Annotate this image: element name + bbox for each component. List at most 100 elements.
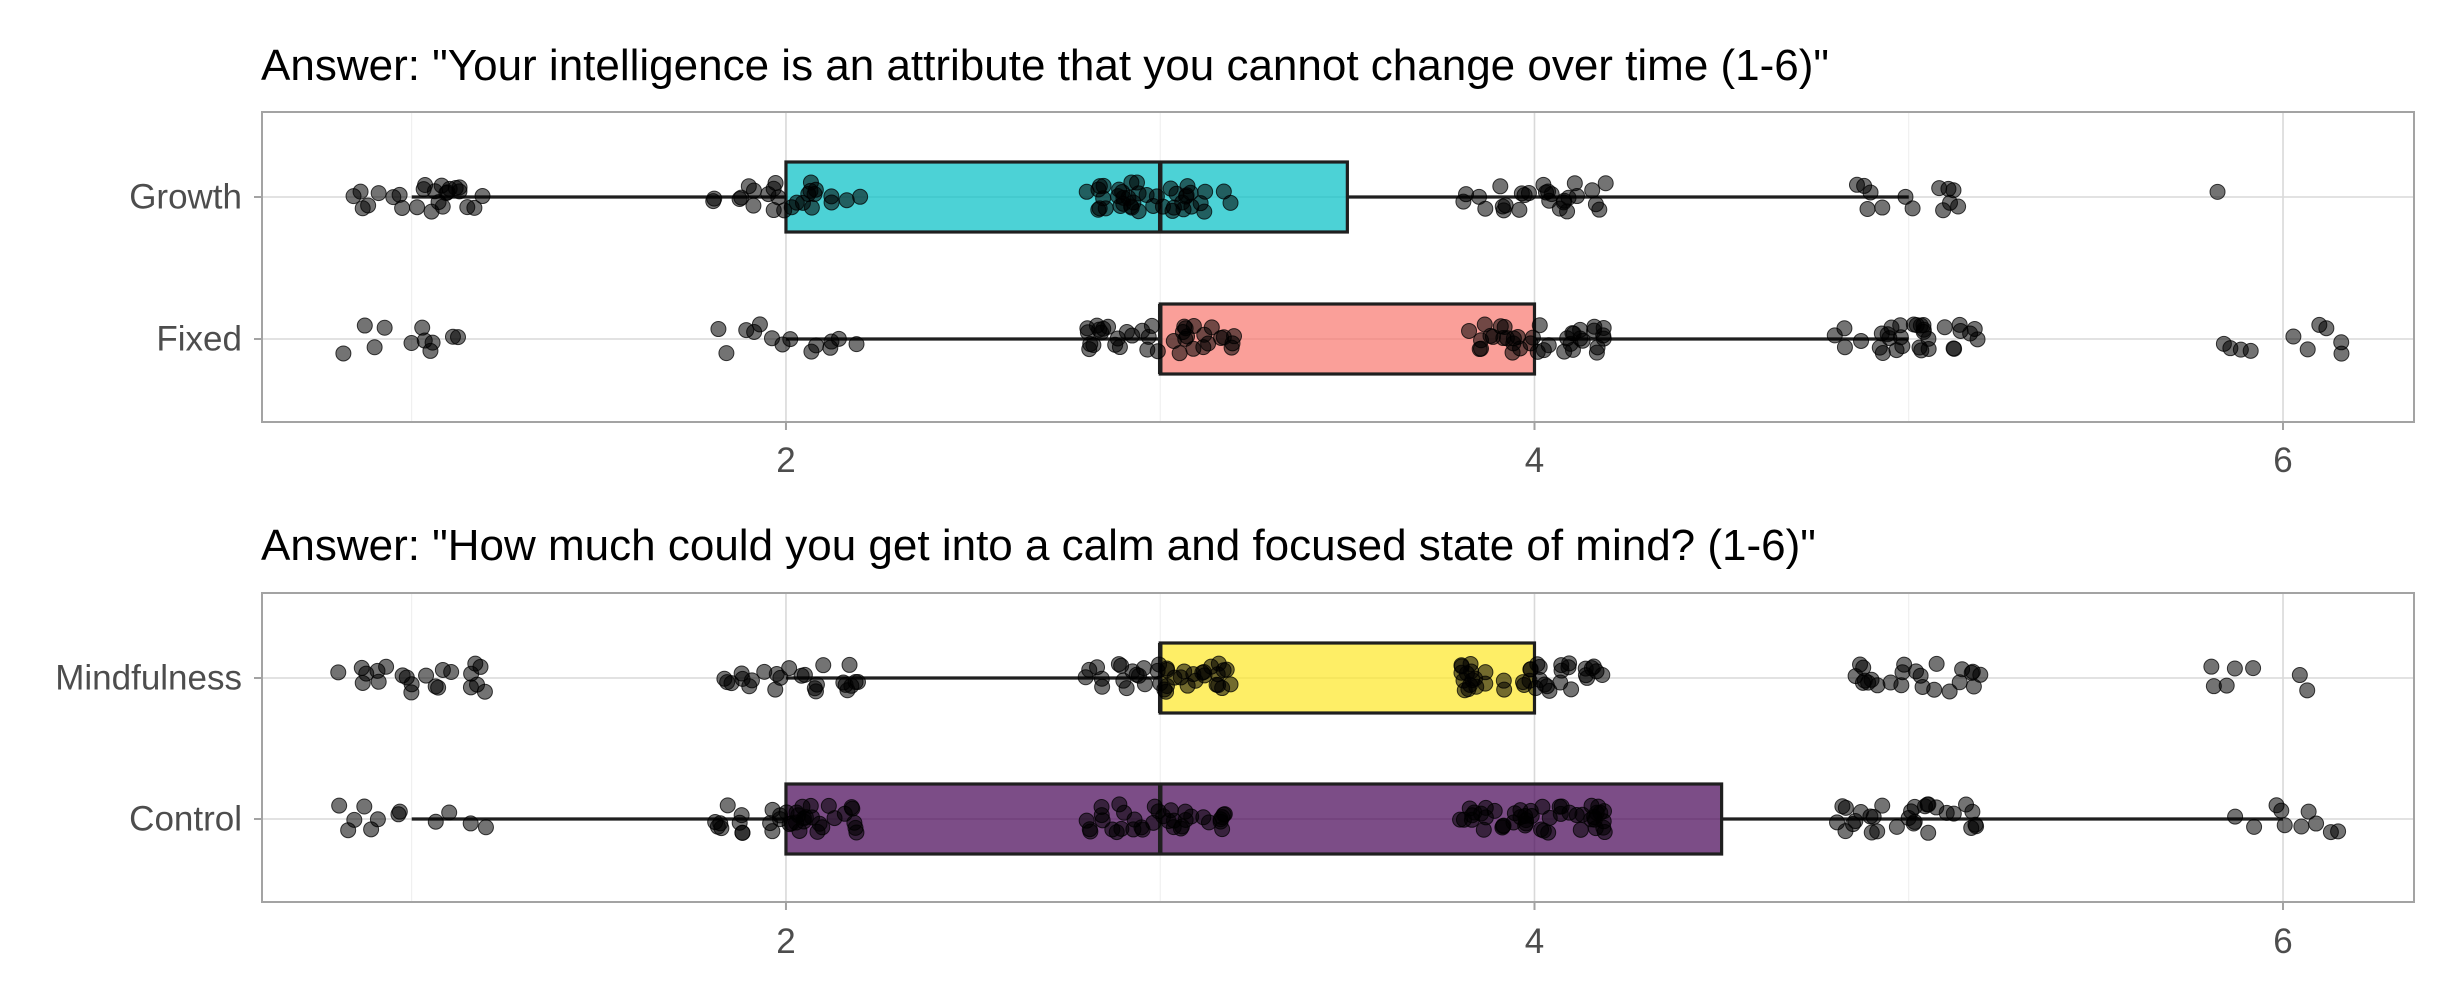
data-point bbox=[1164, 202, 1181, 219]
data-point bbox=[1847, 813, 1864, 830]
data-point bbox=[441, 804, 458, 821]
data-point bbox=[427, 813, 444, 830]
data-point bbox=[823, 333, 840, 350]
data-point bbox=[1941, 683, 1958, 700]
data-point bbox=[1136, 676, 1153, 693]
data-point bbox=[1862, 184, 1879, 201]
data-point bbox=[356, 317, 373, 334]
data-point bbox=[826, 810, 843, 827]
data-point bbox=[1511, 201, 1528, 218]
data-point bbox=[1574, 806, 1591, 823]
data-point bbox=[2246, 818, 2263, 835]
data-point bbox=[1168, 185, 1185, 202]
data-point bbox=[2209, 183, 2226, 200]
data-point bbox=[1455, 811, 1472, 828]
data-point bbox=[808, 337, 825, 354]
data-point bbox=[1945, 805, 1962, 822]
data-point bbox=[848, 336, 865, 353]
data-point bbox=[1179, 677, 1196, 694]
data-point bbox=[1536, 676, 1553, 693]
data-point bbox=[841, 656, 858, 673]
data-point bbox=[1473, 340, 1490, 357]
data-point bbox=[360, 197, 377, 214]
data-point bbox=[1215, 329, 1232, 346]
data-point bbox=[2291, 667, 2308, 684]
data-point bbox=[331, 797, 348, 814]
data-point bbox=[1179, 328, 1196, 345]
data-point bbox=[843, 677, 860, 694]
data-point bbox=[1836, 320, 1853, 337]
data-point bbox=[1093, 670, 1110, 687]
panel-intelligence: Answer: "Your intelligence is an attribu… bbox=[129, 41, 2415, 480]
data-point bbox=[1920, 824, 1937, 841]
data-point bbox=[466, 199, 483, 216]
data-point bbox=[416, 332, 433, 349]
data-point bbox=[376, 319, 393, 336]
panel-calm-focus: Answer: "How much could you get into a c… bbox=[55, 521, 2415, 961]
data-point bbox=[1552, 805, 1569, 822]
data-point bbox=[403, 335, 420, 352]
data-point bbox=[745, 197, 762, 214]
data-point bbox=[1148, 188, 1165, 205]
chart-title: Answer: "Your intelligence is an attribu… bbox=[261, 41, 1829, 90]
data-point bbox=[2227, 808, 2244, 825]
data-point bbox=[731, 191, 748, 208]
data-point bbox=[764, 823, 781, 840]
data-point bbox=[1166, 669, 1183, 686]
data-point bbox=[1110, 656, 1127, 673]
data-point bbox=[1208, 676, 1225, 693]
data-point bbox=[1871, 339, 1888, 356]
x-tick-label: 4 bbox=[1525, 922, 1544, 961]
data-point bbox=[1553, 662, 1570, 679]
data-point bbox=[1860, 674, 1877, 691]
data-point bbox=[843, 799, 860, 816]
data-point bbox=[1874, 797, 1891, 814]
data-point bbox=[1912, 667, 1929, 684]
data-point bbox=[1893, 677, 1910, 694]
data-point bbox=[1196, 667, 1213, 684]
data-point bbox=[477, 819, 494, 836]
data-point bbox=[1515, 674, 1532, 691]
data-point bbox=[1146, 798, 1163, 815]
data-point bbox=[1584, 182, 1601, 199]
y-tick-label: Growth bbox=[129, 178, 242, 217]
data-point bbox=[1535, 822, 1552, 839]
data-point bbox=[2311, 316, 2328, 333]
data-point bbox=[1541, 192, 1558, 209]
data-point bbox=[1869, 823, 1886, 840]
data-point bbox=[1495, 817, 1512, 834]
data-point bbox=[1477, 664, 1494, 681]
data-point bbox=[1215, 183, 1232, 200]
data-point bbox=[751, 316, 768, 333]
data-point bbox=[1082, 823, 1099, 840]
data-point bbox=[462, 815, 479, 832]
data-point bbox=[1475, 821, 1492, 838]
y-tick-label: Fixed bbox=[156, 320, 242, 359]
data-point bbox=[1128, 174, 1145, 191]
data-point bbox=[1111, 339, 1128, 356]
data-point bbox=[2268, 797, 2285, 814]
data-point bbox=[1492, 178, 1509, 195]
data-point bbox=[2285, 328, 2302, 345]
data-point bbox=[366, 339, 383, 356]
data-point bbox=[1461, 322, 1478, 339]
panel-border bbox=[261, 111, 2415, 423]
data-point bbox=[1568, 188, 1585, 205]
data-point bbox=[1134, 821, 1151, 838]
data-point bbox=[1124, 327, 1141, 344]
data-point bbox=[1836, 339, 1853, 356]
data-point bbox=[776, 202, 793, 219]
data-point bbox=[1572, 821, 1589, 838]
data-point bbox=[1964, 803, 1981, 820]
data-point bbox=[1964, 663, 1981, 680]
data-point bbox=[1152, 675, 1169, 692]
data-point bbox=[1837, 823, 1854, 840]
data-point bbox=[2293, 818, 2310, 835]
data-point bbox=[1594, 666, 1611, 683]
data-point bbox=[330, 664, 347, 681]
data-point bbox=[444, 328, 461, 345]
data-point bbox=[707, 814, 724, 831]
data-point bbox=[1540, 337, 1557, 354]
data-point bbox=[462, 679, 479, 696]
data-point bbox=[1477, 200, 1494, 217]
